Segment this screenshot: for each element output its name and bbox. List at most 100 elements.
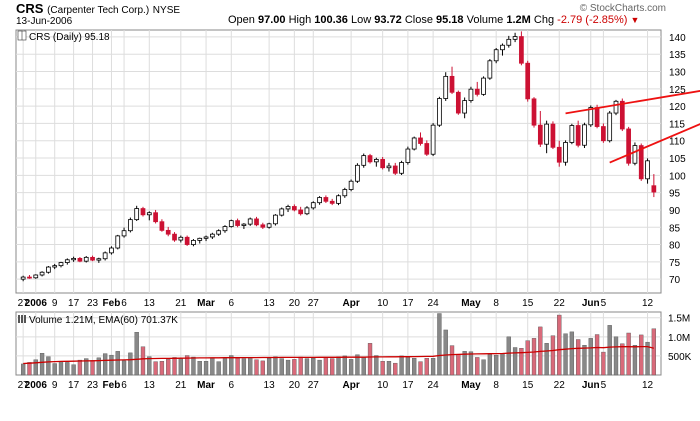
x-tick-label: 17	[68, 380, 80, 391]
candle-body	[285, 206, 291, 210]
x-tick-label: 15	[522, 380, 534, 391]
candle-body	[90, 256, 95, 261]
candle-body	[373, 159, 379, 163]
candle-body	[27, 276, 32, 279]
candle-body	[140, 208, 146, 216]
candle-body	[304, 207, 310, 215]
candle-body	[58, 262, 64, 267]
candle-body	[493, 49, 499, 62]
candle-body	[506, 38, 512, 46]
volume-bar	[607, 325, 612, 376]
volume-bar	[197, 361, 202, 376]
candle-body	[279, 208, 285, 216]
candle-body	[355, 164, 360, 182]
volume-tick-label: 1.5M	[668, 314, 690, 325]
candle-body	[386, 165, 392, 169]
x-tick-label: 21	[175, 298, 187, 309]
x-tick-label: 17	[68, 298, 80, 309]
candle-body	[449, 75, 455, 93]
x-tick-label: 27	[308, 298, 320, 309]
x-tick-label: Mar	[197, 380, 215, 391]
volume-bar	[374, 355, 379, 376]
legend-volume-icon	[21, 315, 23, 323]
candle-body	[165, 229, 171, 235]
candle-body	[468, 88, 474, 101]
candle-body	[241, 223, 247, 226]
trendline	[609, 123, 700, 164]
volume-bar	[437, 313, 442, 376]
candle-body	[519, 36, 524, 64]
price-tick-label: 115	[669, 119, 685, 130]
volume-bar	[260, 360, 265, 376]
candle-body	[33, 274, 39, 279]
volume-bar	[191, 356, 196, 376]
trendline	[565, 90, 700, 115]
volume-bar	[222, 358, 228, 376]
x-tick-label: 22	[554, 298, 566, 309]
candle-body	[481, 77, 486, 95]
candle-body	[235, 220, 240, 226]
price-tick-label: 75	[669, 258, 681, 269]
volume-bar	[500, 353, 505, 376]
price-tick-label: 135	[669, 50, 686, 61]
volume-bar	[594, 334, 600, 376]
x-tick-label: 20	[289, 380, 301, 391]
x-tick-label: Feb	[103, 298, 121, 309]
volume-bar	[424, 358, 429, 376]
volume-bar	[71, 364, 76, 376]
volume-bar	[172, 357, 177, 376]
price-tick-label: 140	[669, 33, 686, 44]
x-tick-label: 27	[308, 380, 320, 391]
low-value: 93.72	[374, 14, 402, 26]
volume-bar	[84, 358, 89, 376]
volume-bar	[115, 351, 120, 376]
x-tick-label: 21	[175, 380, 187, 391]
volume-bar	[512, 347, 518, 376]
candle-body	[474, 88, 480, 95]
volume-legend: Volume 1.21M, EMA(60) 701.37K	[18, 315, 178, 326]
volume-bar	[184, 355, 190, 376]
low-label: Low	[350, 14, 372, 26]
candle-body	[134, 208, 140, 221]
candle-body	[588, 107, 594, 126]
open-value: 97.00	[257, 14, 286, 26]
candle-body	[247, 218, 253, 225]
volume-bar	[639, 334, 644, 376]
volume-bar	[102, 353, 108, 376]
volume-bar	[613, 336, 619, 376]
x-tick-label: 17	[402, 298, 414, 309]
x-tick-label: 20	[289, 298, 301, 309]
candle-body	[380, 159, 386, 169]
volume-bar	[65, 362, 70, 376]
candle-body	[392, 165, 398, 174]
volume-bar	[576, 339, 581, 376]
candle-body	[109, 247, 114, 254]
x-tick-label: 27	[18, 298, 30, 309]
candle-body	[266, 223, 272, 228]
x-tick-label: Jun	[582, 380, 600, 391]
candle-body	[184, 236, 190, 245]
high-label: High	[288, 14, 312, 26]
candle-body	[613, 100, 619, 114]
volume-bar	[525, 340, 530, 376]
volume-bar	[140, 346, 146, 376]
change-value: -2.79 (-2.85%)	[557, 14, 628, 26]
candle-body	[197, 237, 203, 241]
volume-bar	[380, 361, 385, 376]
candle-body	[210, 233, 215, 238]
price-legend: CRS (Daily) 95.18	[17, 30, 110, 43]
candle-body	[544, 123, 549, 145]
volume-bar	[292, 359, 297, 376]
volume-bar	[147, 356, 152, 376]
x-tick-label: Apr	[342, 298, 359, 309]
candle-body	[500, 44, 505, 51]
candle-body	[216, 230, 222, 235]
volume-bar	[405, 356, 411, 376]
ticker-symbol: CRS	[16, 1, 44, 16]
legend-volume-icon	[24, 315, 26, 323]
volume-bar	[39, 353, 45, 376]
x-tick-label: 12	[642, 298, 654, 309]
x-tick-label: Apr	[342, 380, 359, 391]
candle-body	[626, 128, 631, 164]
